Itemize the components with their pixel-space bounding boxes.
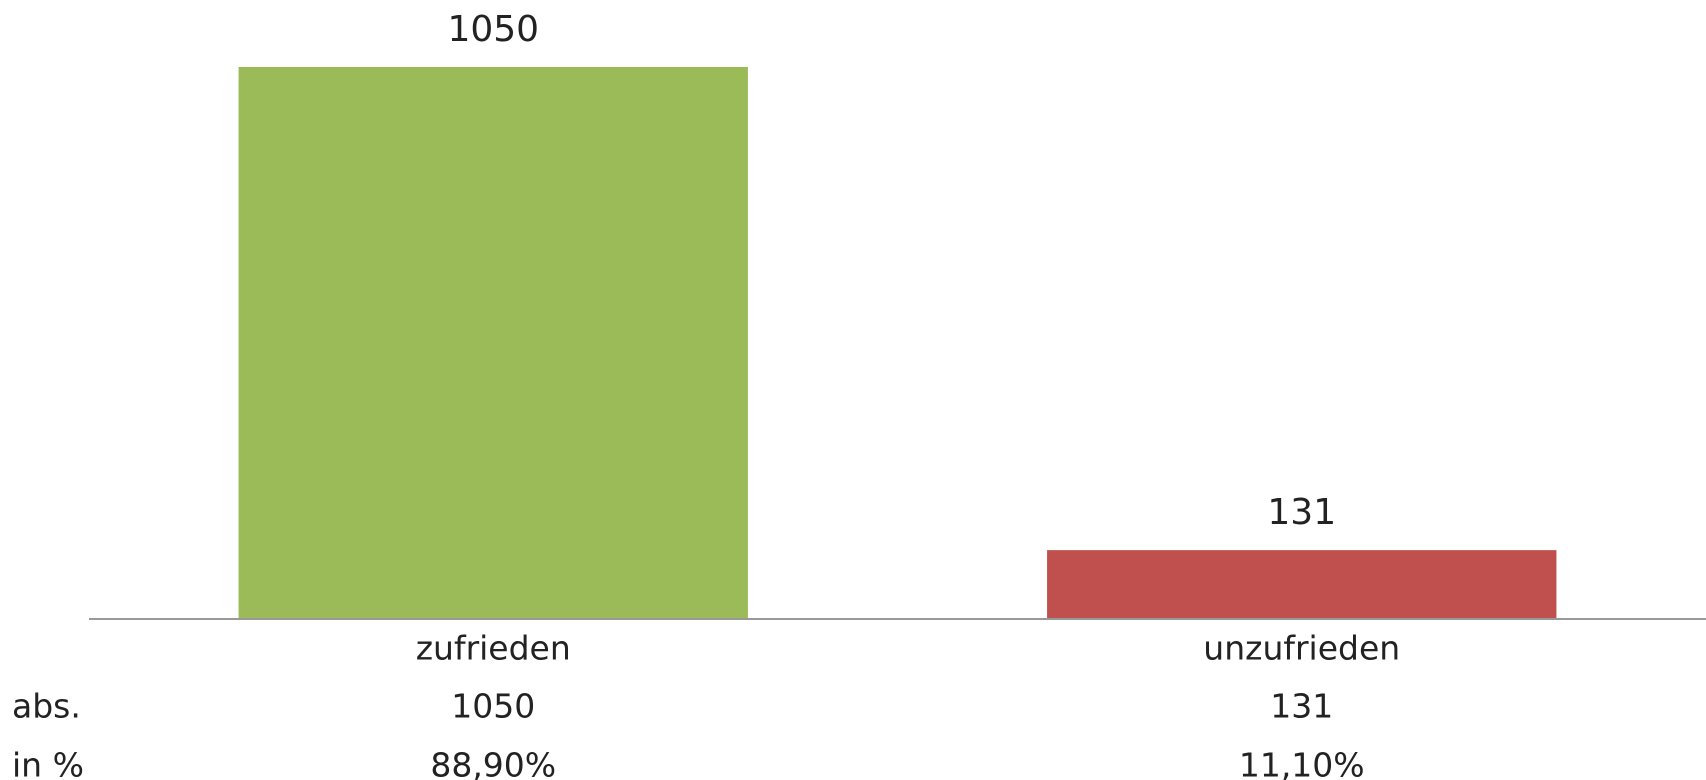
table-cell: 88,90% bbox=[430, 746, 556, 780]
x-tick-label: unzufrieden bbox=[1203, 629, 1400, 668]
table-cell: 1050 bbox=[451, 687, 535, 726]
row-label: in % bbox=[12, 746, 84, 780]
bar bbox=[238, 67, 748, 619]
x-tick-label: zufrieden bbox=[416, 629, 571, 668]
data-label: 131 bbox=[1267, 492, 1336, 533]
data-label: 1050 bbox=[447, 9, 539, 50]
bar bbox=[1047, 550, 1557, 619]
table-cell: 11,10% bbox=[1239, 746, 1365, 780]
table-cell: 131 bbox=[1270, 687, 1333, 726]
row-label: abs. bbox=[12, 687, 81, 726]
